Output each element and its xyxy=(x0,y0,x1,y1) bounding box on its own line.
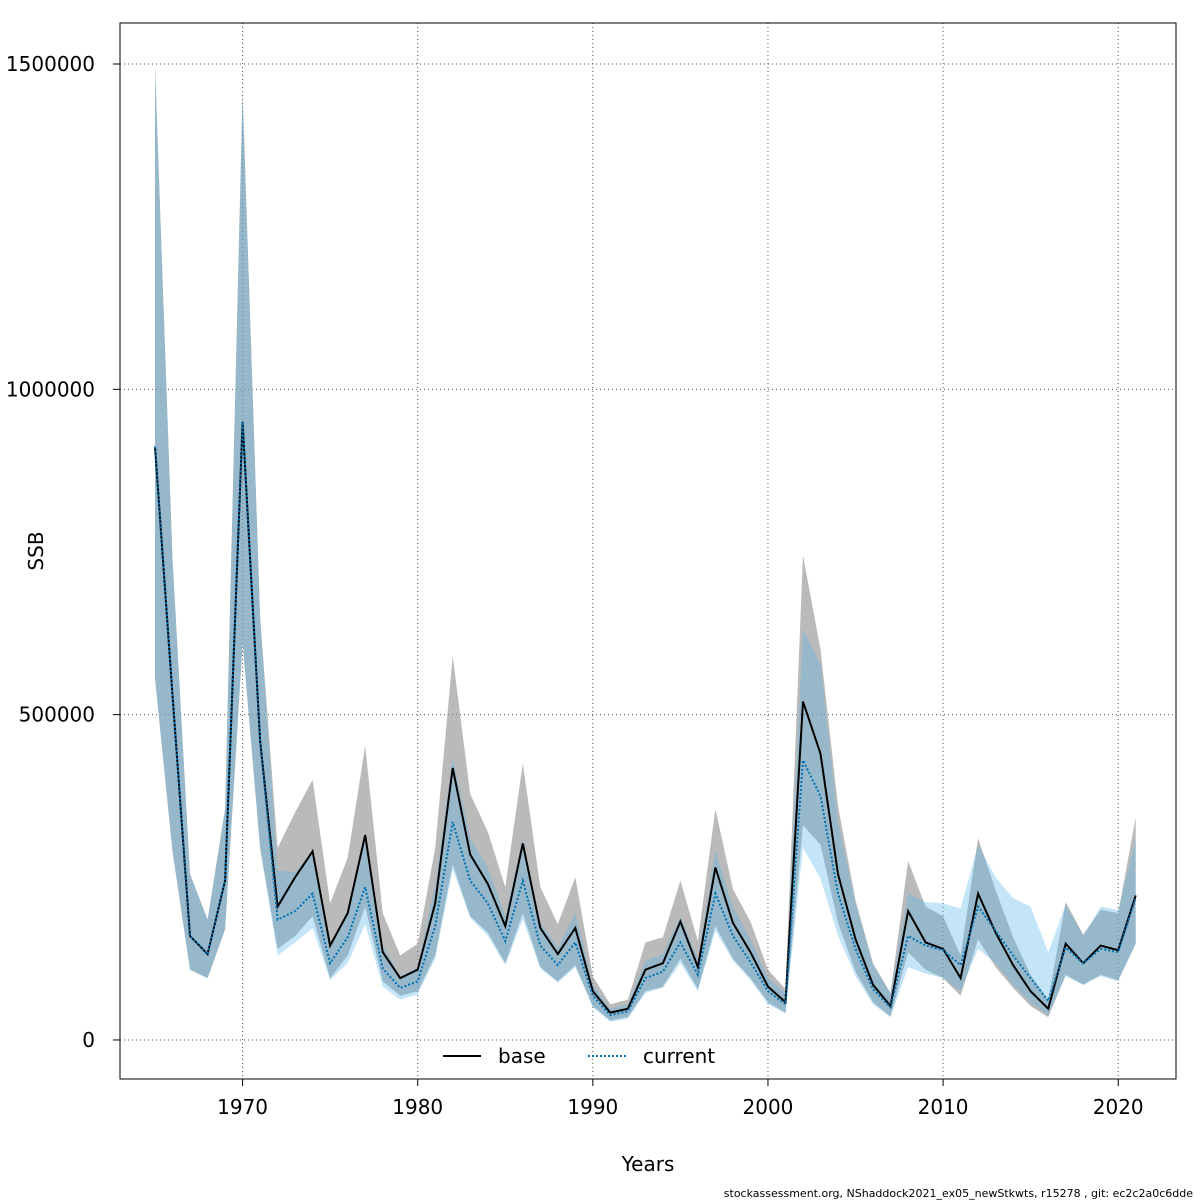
footer-text: stockassessment.org, NShaddock2021_ex05_… xyxy=(724,1187,1193,1200)
grid-lines xyxy=(120,23,1176,1079)
legend-base-label: base xyxy=(498,1044,546,1068)
x-tick-label-2020: 2020 xyxy=(1093,1095,1144,1119)
x-axis-title: Years xyxy=(621,1152,675,1176)
y-tick-label-1000000: 1000000 xyxy=(6,377,95,401)
x-tick-label-1970: 1970 xyxy=(217,1095,268,1119)
x-axis: 1970 1980 1990 2000 2010 2020 xyxy=(217,1079,1144,1119)
y-axis: 0 500000 1000000 1500000 xyxy=(6,52,120,1052)
y-tick-label-500000: 500000 xyxy=(19,703,95,727)
x-tick-label-2000: 2000 xyxy=(743,1095,794,1119)
y-tick-label-1500000: 1500000 xyxy=(6,52,95,76)
x-tick-label-2010: 2010 xyxy=(918,1095,969,1119)
series-line-current xyxy=(154,421,1137,1017)
series-lines xyxy=(154,421,1137,1017)
legend: base current xyxy=(443,1044,715,1068)
x-tick-label-1990: 1990 xyxy=(567,1095,618,1119)
legend-current-label: current xyxy=(643,1044,715,1068)
ci-band-current xyxy=(155,65,1136,1022)
x-tick-label-1980: 1980 xyxy=(392,1095,443,1119)
y-tick-label-0: 0 xyxy=(82,1028,95,1052)
y-axis-title: SSB xyxy=(24,531,48,570)
plot-frame xyxy=(119,22,1177,1080)
confidence-bands xyxy=(155,65,1136,1022)
series-line-base xyxy=(154,421,1137,1014)
